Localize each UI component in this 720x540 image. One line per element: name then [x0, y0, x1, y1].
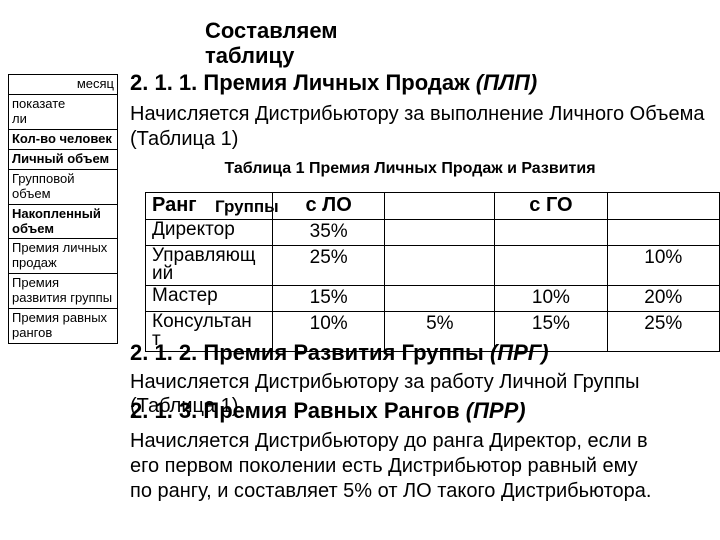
side-cell: Групповой объем: [9, 169, 118, 204]
side-cell: Премия развития группы: [9, 274, 118, 309]
heading-213: 2. 1. 3. Премия Равных Рангов (ПРР): [130, 398, 526, 424]
th-go: с ГО: [495, 193, 607, 220]
side-table-body: месяцпоказателиКол-во человекЛичный объе…: [9, 75, 118, 344]
side-cell: Премия личных продаж: [9, 239, 118, 274]
desc-213: Начисляется Дистрибьютору до ранга Дирек…: [130, 429, 710, 504]
main-table: Ранг с ЛО с ГО Директор35%Управляющий25%…: [145, 192, 720, 352]
title-line2: таблицу: [205, 43, 338, 68]
th-lo: с ЛО: [272, 193, 384, 220]
desc212-l1: Начисляется Дистрибьютору за работу Личн…: [130, 370, 720, 394]
th-rank: Ранг: [146, 193, 273, 220]
pct-cell: [607, 220, 719, 246]
desc213-l2: его первом поколении есть Дистрибьютор р…: [130, 454, 710, 479]
pct-cell: [385, 286, 495, 312]
rank-cell: Управляющий: [146, 246, 273, 286]
side-row: Накопленный объем: [9, 204, 118, 239]
side-cell: показатели: [9, 94, 118, 129]
table-row: Мастер15% 10%20%: [146, 286, 720, 312]
heading-211: 2. 1. 1. Премия Личных Продаж (ПЛП): [130, 70, 537, 96]
desc213-l1: Начисляется Дистрибьютору до ранга Дирек…: [130, 429, 710, 454]
pct-cell: 10%: [607, 246, 719, 286]
side-row: Кол-во человек: [9, 129, 118, 149]
side-cell: Накопленный объем: [9, 204, 118, 239]
side-row: Премия развития группы: [9, 274, 118, 309]
h213-ital: (ПРР): [466, 398, 526, 423]
side-cell: месяц: [9, 75, 118, 95]
table-row: Директор35%: [146, 220, 720, 246]
main-table-header-row: Ранг с ЛО с ГО: [146, 193, 720, 220]
side-cell: Кол-во человек: [9, 129, 118, 149]
pct-cell: 35%: [272, 220, 384, 246]
side-row: Премия личных продаж: [9, 239, 118, 274]
rank-cell: Мастер: [146, 286, 273, 312]
h211-text: 2. 1. 1. Премия Личных Продаж: [130, 70, 476, 95]
h211-ital: (ПЛП): [476, 70, 537, 95]
pct-cell: 20%: [607, 286, 719, 312]
rank-cell: Директор: [146, 220, 273, 246]
desc213-l3: по рангу, и составляет 5% от ЛО такого Д…: [130, 479, 710, 504]
desc-211: Начисляется Дистрибьютору за выполнение …: [130, 102, 720, 152]
pct-cell: [385, 220, 495, 246]
side-cell: Премия равных рангов: [9, 309, 118, 344]
table-row: Управляющий25% 10%: [146, 246, 720, 286]
main-table-body: Директор35%Управляющий25%10%Мастер15%10%…: [146, 220, 720, 352]
heading-212: 2. 1. 2. Премия Развития Группы (ПРГ): [130, 340, 549, 366]
slide-document: Составляем таблицу 2. 1. 1. Премия Личны…: [0, 0, 720, 540]
pct-cell: [495, 246, 607, 286]
h212-ital: (ПРГ): [490, 340, 549, 365]
pct-cell: 10%: [495, 286, 607, 312]
side-row: показатели: [9, 94, 118, 129]
th-blank2: [607, 193, 719, 220]
h212-text: 2. 1. 2. Премия Развития Группы: [130, 340, 490, 365]
side-row: Личный объем: [9, 149, 118, 169]
desc211-l1: Начисляется Дистрибьютору за выполнение …: [130, 102, 720, 127]
pct-cell: 15%: [272, 286, 384, 312]
table-caption: Таблица 1 Премия Личных Продаж и Развити…: [195, 160, 625, 178]
h213-text: 2. 1. 3. Премия Равных Рангов: [130, 398, 466, 423]
pct-cell: [385, 246, 495, 286]
side-cell: Личный объем: [9, 149, 118, 169]
pct-cell: [495, 220, 607, 246]
pct-cell: 25%: [272, 246, 384, 286]
th-blank1: [385, 193, 495, 220]
desc211-l2: (Таблица 1): [130, 127, 720, 152]
title-line1: Составляем: [205, 18, 338, 43]
side-row: Групповой объем: [9, 169, 118, 204]
side-row: Премия равных рангов: [9, 309, 118, 344]
side-row: месяц: [9, 75, 118, 95]
title-block: Составляем таблицу: [205, 18, 338, 69]
side-table: месяцпоказателиКол-во человекЛичный объе…: [8, 74, 118, 344]
pct-cell: 25%: [607, 312, 719, 352]
